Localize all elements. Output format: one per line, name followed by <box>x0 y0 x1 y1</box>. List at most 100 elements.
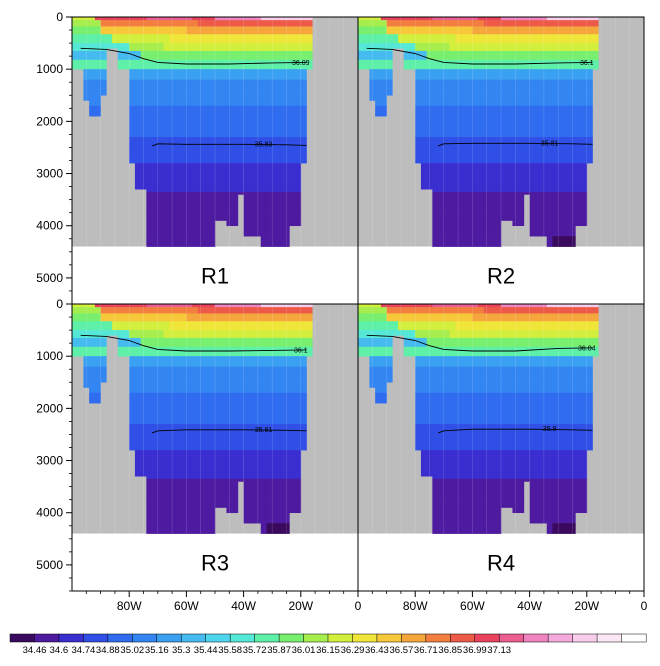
salinity-cell <box>518 330 525 339</box>
salinity-cell <box>489 43 496 52</box>
salinity-cell <box>478 379 485 394</box>
salinity-cell <box>438 523 445 534</box>
salinity-cell <box>386 330 393 339</box>
salinity-cell <box>266 43 273 52</box>
salinity-cell <box>186 478 193 500</box>
salinity-cell <box>575 424 582 433</box>
salinity-cell <box>523 431 530 451</box>
salinity-cell <box>243 34 250 44</box>
salinity-cell <box>186 236 193 247</box>
salinity-cell <box>157 499 164 524</box>
salinity-cell <box>237 79 244 93</box>
salinity-cell <box>489 34 496 44</box>
salinity-cell <box>163 408 170 425</box>
salinity-cell <box>472 346 479 357</box>
salinity-cell <box>163 26 170 35</box>
salinity-cell <box>529 212 536 237</box>
salinity-cell <box>77 346 84 357</box>
salinity-cell <box>478 121 485 138</box>
salinity-cell <box>529 379 536 394</box>
salinity-cell <box>215 34 222 44</box>
salinity-cell <box>215 313 222 322</box>
salinity-cell <box>386 379 393 383</box>
salinity-cell <box>438 105 445 122</box>
salinity-cell <box>255 191 262 213</box>
salinity-cell <box>152 366 159 380</box>
salinity-cell <box>581 92 588 107</box>
colorbar-label: 35.3 <box>172 645 191 656</box>
salinity-cell <box>203 431 210 451</box>
salinity-cell <box>506 191 513 213</box>
salinity-cell <box>506 356 513 367</box>
salinity-cell <box>243 191 250 213</box>
salinity-cell <box>443 478 450 500</box>
salinity-cell <box>529 69 536 80</box>
colorbar-swatch <box>180 633 207 643</box>
salinity-cell <box>398 34 405 44</box>
salinity-cell <box>163 307 170 314</box>
salinity-cell <box>512 321 519 331</box>
salinity-cell <box>529 424 536 433</box>
salinity-cell <box>260 450 267 480</box>
salinity-cell <box>478 163 485 193</box>
salinity-cell <box>478 366 485 380</box>
salinity-cell <box>140 313 147 322</box>
salinity-cell <box>449 321 456 331</box>
colorbar-swatch <box>9 633 35 643</box>
salinity-cell <box>180 321 187 331</box>
salinity-cell <box>455 26 462 35</box>
salinity-cell <box>403 26 410 35</box>
salinity-cell <box>215 105 222 122</box>
salinity-cell <box>226 121 233 138</box>
salinity-cell <box>592 50 599 61</box>
salinity-cell <box>255 43 262 52</box>
salinity-cell <box>112 34 119 44</box>
salinity-cell <box>295 59 302 70</box>
salinity-cell <box>375 307 382 314</box>
salinity-cell <box>157 408 164 425</box>
salinity-cell <box>72 304 79 308</box>
salinity-cell <box>249 121 256 138</box>
salinity-cell <box>157 17 164 21</box>
salinity-cell <box>535 92 542 107</box>
salinity-cell <box>449 304 456 308</box>
salinity-cell <box>501 163 508 193</box>
salinity-cell <box>489 346 496 357</box>
salinity-cell <box>581 50 588 61</box>
salinity-cell <box>192 337 199 348</box>
salinity-cell <box>443 523 450 534</box>
salinity-cell <box>552 392 559 409</box>
salinity-cell <box>558 236 565 247</box>
salinity-cell <box>443 392 450 409</box>
salinity-cell <box>94 313 101 322</box>
salinity-cell <box>581 59 588 70</box>
salinity-cell <box>152 392 159 409</box>
x-tick-label: 20W <box>574 599 599 613</box>
salinity-cell <box>209 121 216 138</box>
salinity-cell <box>392 307 399 314</box>
salinity-cell <box>466 392 473 409</box>
salinity-cell <box>466 17 473 21</box>
salinity-cell <box>243 478 250 500</box>
salinity-cell <box>255 392 262 409</box>
salinity-cell <box>523 79 530 93</box>
salinity-cell <box>272 144 279 164</box>
salinity-cell <box>83 43 90 52</box>
salinity-cell <box>266 346 273 357</box>
salinity-cell <box>249 478 256 500</box>
salinity-cell <box>134 163 141 190</box>
salinity-cell <box>226 431 233 451</box>
salinity-cell <box>552 450 559 480</box>
salinity-cell <box>129 43 136 52</box>
salinity-cell <box>157 523 164 534</box>
salinity-cell <box>495 105 502 122</box>
below-bottom-area <box>72 246 358 304</box>
salinity-cell <box>460 337 467 348</box>
salinity-cell <box>289 356 296 367</box>
salinity-cell <box>443 307 450 314</box>
salinity-cell <box>89 17 96 21</box>
salinity-cell <box>518 356 525 367</box>
salinity-cell <box>512 424 519 433</box>
salinity-cell <box>117 337 124 348</box>
salinity-cell <box>186 408 193 425</box>
